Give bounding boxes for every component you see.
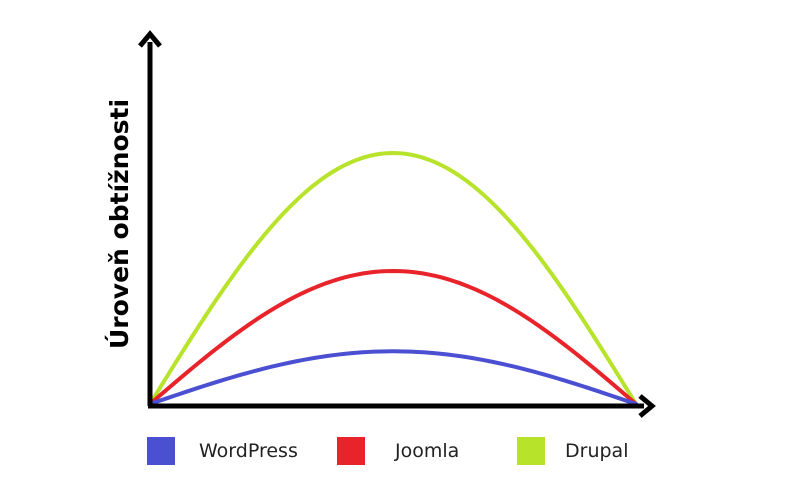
legend-swatch	[337, 437, 365, 465]
x-axis-arrowhead	[638, 394, 656, 418]
chart-series-group	[148, 150, 638, 406]
series-line-joomla	[148, 268, 638, 406]
legend-swatch	[147, 437, 175, 465]
legend-item-wordpress: WordPress	[147, 434, 298, 468]
legend-item-joomla: Joomla	[337, 434, 459, 468]
y-axis-arrowhead	[138, 30, 162, 48]
legend-swatch	[517, 437, 545, 465]
legend: WordPress Joomla Drupal	[0, 434, 800, 468]
series-line-drupal	[148, 150, 638, 406]
legend-label: Drupal	[565, 440, 629, 462]
series-line-wordpress	[148, 349, 638, 406]
legend-label: Joomla	[395, 440, 460, 462]
legend-item-drupal: Drupal	[517, 434, 628, 468]
legend-label: WordPress	[199, 440, 298, 462]
y-axis-label: Úroveň obtížnosti	[104, 99, 134, 349]
